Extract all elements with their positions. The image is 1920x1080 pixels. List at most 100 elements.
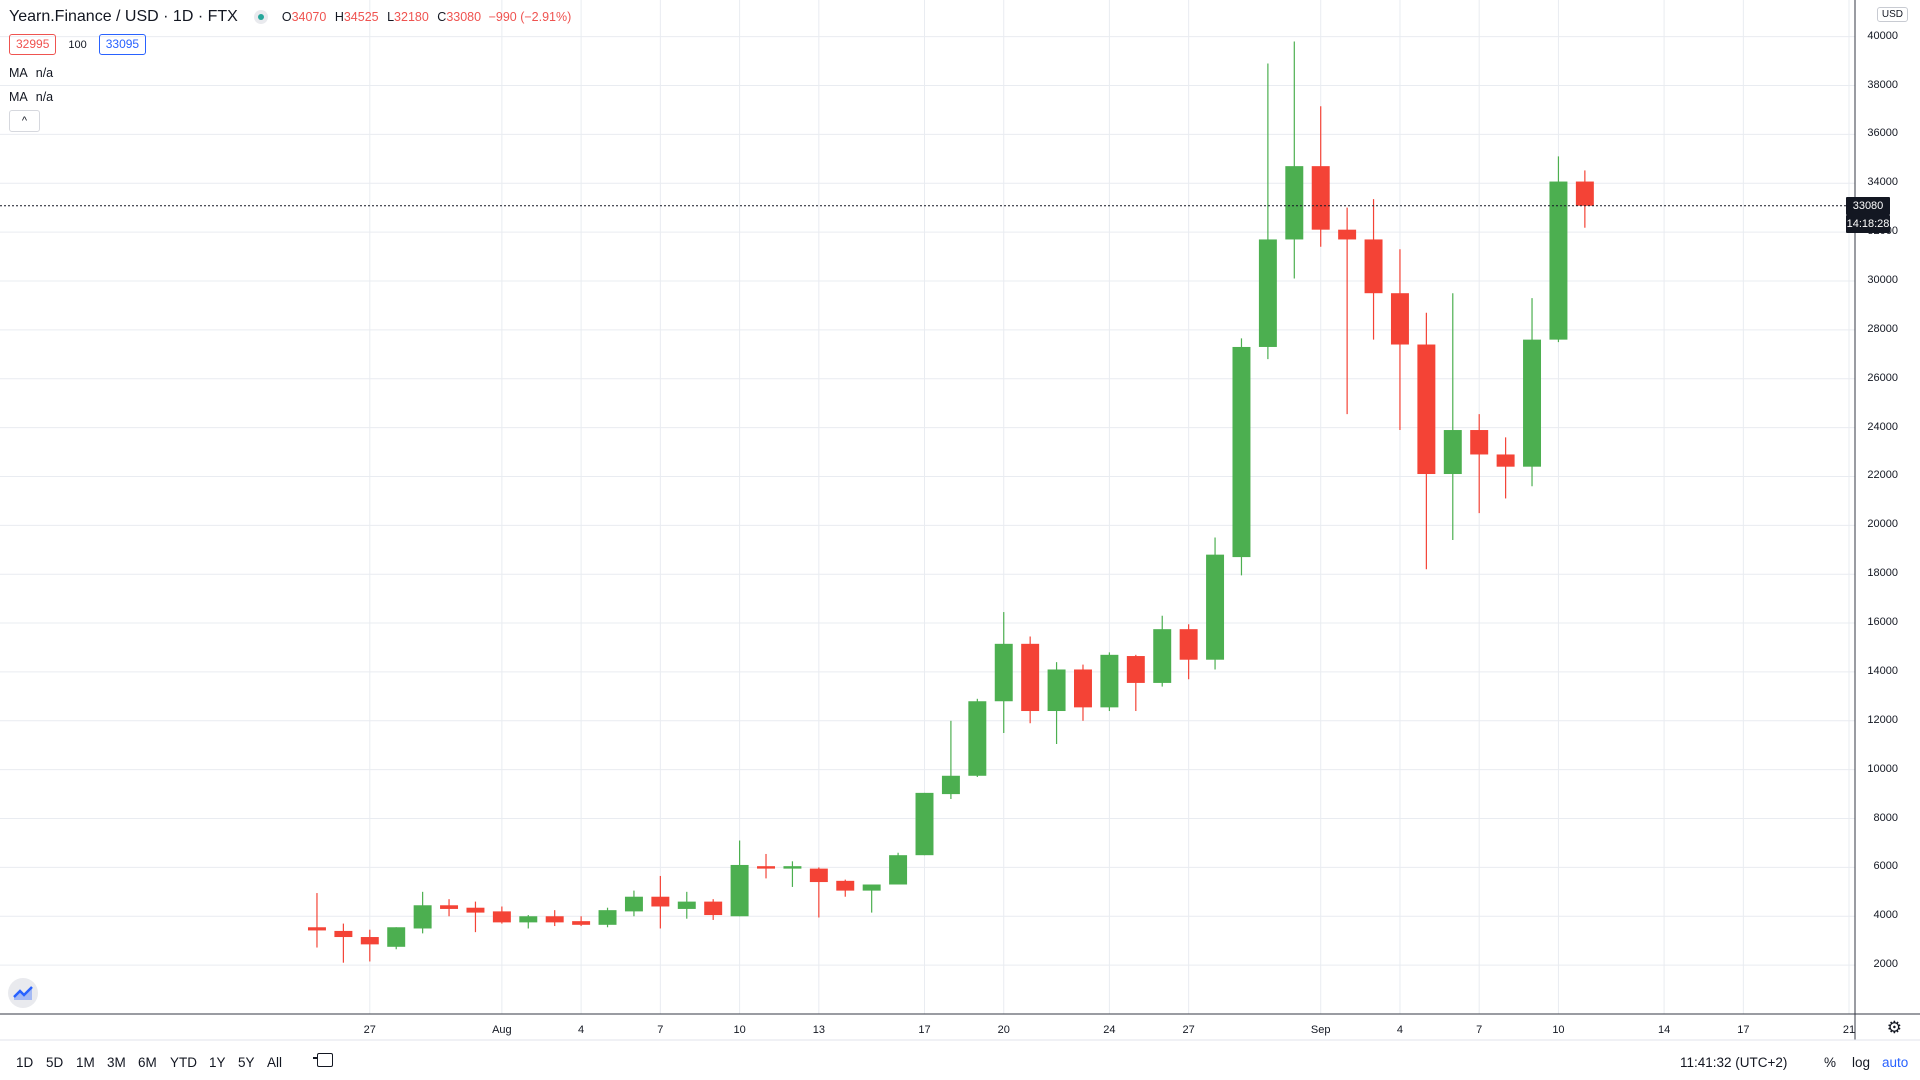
- candle-body: [360, 937, 379, 945]
- candle[interactable]: [809, 867, 828, 918]
- candle[interactable]: [1126, 654, 1145, 712]
- high-value: 34525: [343, 10, 379, 24]
- candle[interactable]: [492, 906, 511, 924]
- candle[interactable]: [1153, 615, 1172, 687]
- candle[interactable]: [360, 929, 379, 962]
- candle-body: [1523, 339, 1542, 467]
- ma-label: MA: [9, 66, 28, 80]
- candle[interactable]: [968, 698, 987, 777]
- candle[interactable]: [783, 861, 802, 887]
- collapse-legend-button[interactable]: ^: [9, 110, 40, 132]
- candle-body: [440, 905, 459, 909]
- open-value: 34070: [291, 10, 327, 24]
- candle[interactable]: [1206, 537, 1225, 670]
- candle[interactable]: [1364, 199, 1383, 340]
- candle[interactable]: [941, 720, 960, 799]
- candle[interactable]: [1021, 636, 1040, 724]
- buy-button[interactable]: 33095: [98, 34, 147, 55]
- candle-body: [994, 643, 1013, 702]
- price-tick-label: 34000: [1867, 176, 1898, 189]
- candle[interactable]: [1390, 249, 1409, 431]
- candle-body: [1496, 454, 1515, 467]
- candle[interactable]: [1047, 662, 1066, 745]
- candle[interactable]: [307, 893, 326, 948]
- candle-body: [968, 701, 987, 776]
- candle[interactable]: [624, 890, 643, 917]
- range-1y[interactable]: 1Y: [209, 1055, 226, 1070]
- candle[interactable]: [1575, 170, 1594, 228]
- candle[interactable]: [677, 891, 696, 919]
- currency-badge[interactable]: USD: [1876, 7, 1908, 22]
- range-1d[interactable]: 1D: [16, 1055, 34, 1070]
- price-tick-label: 26000: [1867, 371, 1898, 384]
- candle[interactable]: [862, 884, 881, 913]
- candle[interactable]: [440, 899, 459, 917]
- range-ytd[interactable]: YTD: [170, 1055, 197, 1070]
- candle[interactable]: [915, 792, 934, 856]
- range-1m[interactable]: 1M: [76, 1055, 95, 1070]
- auto-scale-toggle[interactable]: auto: [1882, 1055, 1909, 1070]
- price-tick-label: 16000: [1867, 616, 1898, 629]
- candle[interactable]: [651, 875, 670, 929]
- candle[interactable]: [1417, 312, 1436, 570]
- range-5y[interactable]: 5Y: [238, 1055, 255, 1070]
- candle-body: [1126, 656, 1145, 683]
- market-status-icon[interactable]: [253, 10, 268, 24]
- candle[interactable]: [598, 907, 617, 928]
- candle[interactable]: [572, 916, 591, 927]
- candle-body: [1153, 629, 1172, 683]
- price-tick-label: 28000: [1867, 322, 1898, 335]
- candle[interactable]: [1074, 664, 1092, 721]
- candle[interactable]: [994, 612, 1013, 734]
- candle[interactable]: [1470, 414, 1489, 514]
- range-5d[interactable]: 5D: [46, 1055, 64, 1070]
- time-tick-label: 13: [812, 1024, 825, 1036]
- range-all[interactable]: All: [267, 1055, 283, 1070]
- ma-indicator-2[interactable]: MA n/a: [9, 90, 53, 104]
- candle[interactable]: [545, 910, 564, 927]
- candle[interactable]: [1232, 338, 1251, 576]
- candle[interactable]: [334, 923, 353, 963]
- ma-label: MA: [9, 90, 28, 104]
- candle[interactable]: [1311, 106, 1330, 247]
- candle-body: [492, 911, 511, 923]
- candle[interactable]: [1523, 298, 1542, 487]
- symbol-title[interactable]: Yearn.Finance / USD · 1D · FTX: [9, 8, 238, 25]
- candle[interactable]: [466, 901, 485, 933]
- candle[interactable]: [519, 915, 538, 929]
- sell-button[interactable]: 32995: [9, 34, 57, 55]
- candle[interactable]: [1549, 156, 1568, 343]
- candle[interactable]: [704, 899, 723, 920]
- percent-toggle[interactable]: %: [1824, 1055, 1837, 1070]
- candle-body: [1047, 669, 1066, 712]
- candle[interactable]: [387, 927, 406, 950]
- candle[interactable]: [1338, 207, 1357, 415]
- ma-indicator-1[interactable]: MA n/a: [9, 66, 53, 80]
- range-6m[interactable]: 6M: [138, 1055, 157, 1070]
- candle-body: [651, 896, 670, 907]
- gear-icon[interactable]: ⚙: [1886, 1018, 1902, 1037]
- candle[interactable]: [757, 853, 775, 879]
- log-toggle[interactable]: log: [1852, 1055, 1871, 1070]
- price-tick-label: 40000: [1867, 29, 1898, 42]
- candle[interactable]: [836, 879, 855, 897]
- tradingview-logo-icon[interactable]: [8, 978, 38, 1008]
- candle[interactable]: [889, 852, 908, 885]
- clock[interactable]: 11:41:32 (UTC+2): [1680, 1055, 1788, 1070]
- candle[interactable]: [730, 840, 749, 917]
- candle[interactable]: [1179, 624, 1198, 680]
- candle[interactable]: [1496, 437, 1515, 499]
- candle-body: [1390, 293, 1409, 345]
- range-3m[interactable]: 3M: [107, 1055, 126, 1070]
- time-tick-label: 10: [1552, 1024, 1565, 1036]
- price-tick-label: 38000: [1867, 78, 1898, 91]
- candle[interactable]: [413, 891, 432, 934]
- candle[interactable]: [1285, 41, 1304, 279]
- candle-body: [572, 921, 591, 925]
- candle-body: [1285, 166, 1304, 240]
- go-to-date-icon[interactable]: [313, 1053, 333, 1067]
- candle[interactable]: [1258, 63, 1277, 360]
- candle[interactable]: [1443, 293, 1462, 540]
- candle[interactable]: [1100, 652, 1119, 712]
